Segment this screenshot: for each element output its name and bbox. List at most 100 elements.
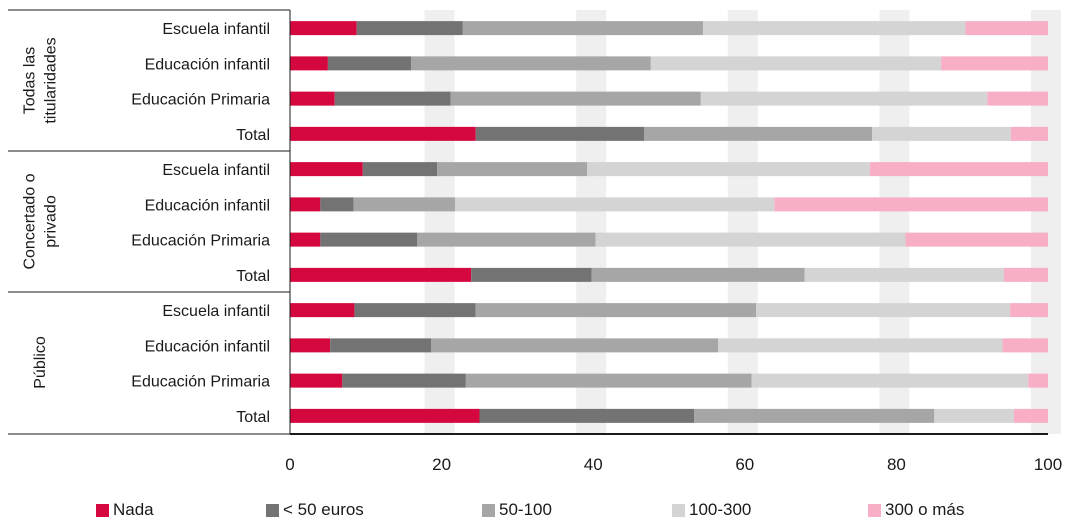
grid-band	[424, 10, 455, 434]
legend-item: Nada	[96, 500, 154, 520]
bar-segment-1	[290, 408, 480, 423]
bar-segment-4	[587, 162, 870, 177]
bar-segment-1	[290, 162, 363, 177]
grid-band	[879, 10, 910, 434]
legend-label: 300 o más	[885, 500, 965, 519]
bar-segment-5	[1002, 338, 1048, 353]
bar-segment-2	[320, 232, 418, 247]
bar-segment-1	[290, 21, 357, 36]
category-label: Educación Primaria	[131, 92, 270, 109]
legend-label: 100-300	[689, 500, 752, 519]
group-label: Todas las	[22, 47, 39, 115]
category-label: Total	[236, 268, 270, 285]
bar-segment-3	[643, 126, 873, 141]
bar-segment-3	[475, 303, 757, 318]
bar-segment-5	[1010, 126, 1048, 141]
bar-segment-4	[934, 408, 1014, 423]
legend-swatch	[482, 503, 495, 517]
bar-segment-4	[718, 338, 1003, 353]
legend-item: 100-300	[672, 500, 751, 520]
bar-segment-3	[694, 408, 935, 423]
bar-segment-5	[1013, 408, 1048, 423]
category-label: Escuela infantil	[162, 162, 270, 179]
legend: Nada < 50 euros 50-100 100-300 300 o más	[0, 500, 1067, 520]
bar-segment-5	[1004, 267, 1048, 282]
bar-segment-1	[290, 56, 328, 71]
bar-segment-2	[327, 56, 412, 71]
group-label: Público	[32, 336, 49, 389]
bar-segment-4	[595, 232, 906, 247]
category-label: Total	[236, 409, 270, 426]
bar-segment-2	[356, 21, 463, 36]
category-label: Educación Primaria	[131, 233, 270, 250]
legend-label: 50-100	[499, 500, 552, 519]
legend-item: 50-100	[482, 500, 552, 520]
bar-segment-4	[751, 373, 1029, 388]
bar-segment-3	[411, 56, 651, 71]
bar-segment-3	[353, 197, 456, 212]
category-label: Educación infantil	[145, 56, 270, 73]
grid-bands	[424, 10, 1061, 434]
x-tick-label: 100	[1034, 455, 1062, 474]
bar-segment-3	[417, 232, 596, 247]
bar-segment-4	[703, 21, 966, 36]
x-tick-label: 20	[432, 455, 451, 474]
legend-swatch	[868, 503, 881, 517]
legend-swatch	[266, 503, 279, 517]
bar-segment-1	[290, 373, 343, 388]
bar-segment-4	[756, 303, 1011, 318]
bar-segment-2	[354, 303, 476, 318]
category-label: Escuela infantil	[162, 303, 270, 320]
grid-band	[1031, 10, 1061, 434]
legend-item: < 50 euros	[266, 500, 364, 520]
legend-label: Nada	[113, 500, 154, 519]
category-label: Total	[236, 127, 270, 144]
bar-segment-1	[290, 303, 355, 318]
bar-segment-2	[320, 197, 354, 212]
bar-segment-3	[465, 373, 752, 388]
separators	[8, 9, 1048, 435]
stacked-bar-chart: Escuela infantil Educación infantil Educac…	[8, 9, 1062, 474]
x-tick-label: 40	[584, 455, 603, 474]
legend-item: 300 o más	[868, 500, 964, 520]
bar-segment-3	[430, 338, 719, 353]
legend-swatch	[96, 503, 109, 517]
category-label: Educación Primaria	[131, 374, 270, 391]
group-label: privado	[43, 195, 60, 248]
bar-segment-1	[290, 126, 476, 141]
bar-segment-5	[1028, 373, 1048, 388]
bar-segment-4	[650, 56, 942, 71]
bar-segment-4	[455, 197, 775, 212]
group-label: Concertado o	[22, 173, 39, 269]
bar-segment-5	[987, 91, 1048, 106]
grid-band	[576, 10, 607, 434]
category-label: Educación infantil	[145, 197, 270, 214]
group-labels: Todas las titularidades Concertado o privad…	[22, 37, 60, 388]
bar-segment-2	[334, 91, 451, 106]
group-label: titularidades	[43, 37, 60, 123]
bar-segment-3	[437, 162, 588, 177]
bar-segment-2	[479, 408, 695, 423]
category-label: Escuela infantil	[162, 21, 270, 38]
bar-segment-5	[1010, 303, 1048, 318]
bar-segment-5	[965, 21, 1048, 36]
x-tick-label: 0	[285, 455, 294, 474]
bar-segment-1	[290, 91, 335, 106]
bar-segment-3	[591, 267, 805, 282]
bar-segment-4	[804, 267, 1005, 282]
bar-segment-5	[774, 197, 1048, 212]
category-label: Educación infantil	[145, 338, 270, 355]
bar-segment-5	[869, 162, 1048, 177]
x-tick-label: 60	[735, 455, 754, 474]
bar-segment-2	[362, 162, 438, 177]
bar-segment-1	[290, 338, 331, 353]
bar-segment-1	[290, 197, 321, 212]
bar-segment-4	[872, 126, 1011, 141]
grid-band	[727, 10, 758, 434]
bar-segment-5	[905, 232, 1048, 247]
bar-segment-4	[700, 91, 988, 106]
bar-segment-2	[475, 126, 644, 141]
x-tick-label: 80	[887, 455, 906, 474]
category-labels: Escuela infantil Educación infantil Educac…	[131, 21, 270, 426]
bar-segment-3	[450, 91, 701, 106]
